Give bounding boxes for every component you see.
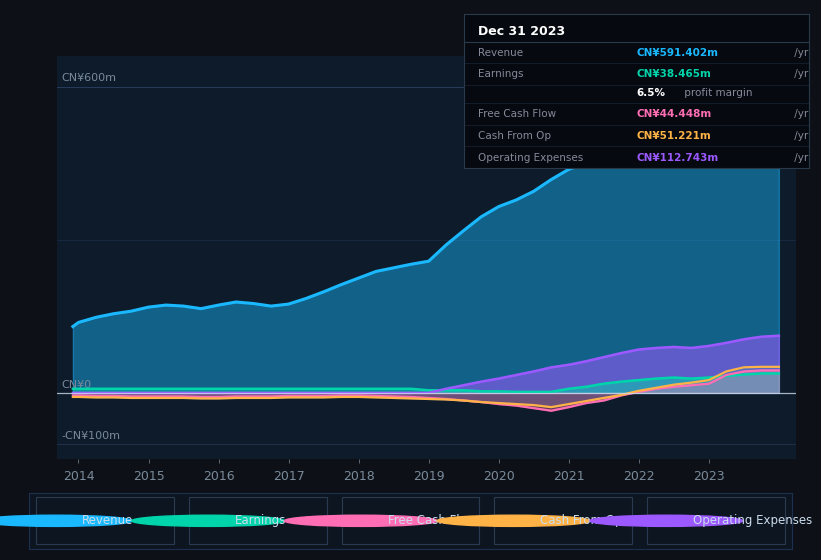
Text: CN¥38.465m: CN¥38.465m: [636, 69, 711, 80]
Text: /yr: /yr: [791, 110, 809, 119]
Text: /yr: /yr: [791, 131, 809, 141]
Text: CN¥591.402m: CN¥591.402m: [636, 48, 718, 58]
Text: /yr: /yr: [791, 153, 809, 162]
FancyBboxPatch shape: [342, 497, 479, 544]
Text: Earnings: Earnings: [478, 69, 523, 80]
Text: /yr: /yr: [791, 48, 809, 58]
FancyBboxPatch shape: [36, 497, 174, 544]
Circle shape: [0, 515, 132, 526]
Text: Cash From Op: Cash From Op: [540, 514, 623, 528]
Text: Operating Expenses: Operating Expenses: [693, 514, 812, 528]
Text: Operating Expenses: Operating Expenses: [478, 153, 583, 162]
Text: Revenue: Revenue: [478, 48, 523, 58]
Text: Free Cash Flow: Free Cash Flow: [478, 110, 556, 119]
FancyBboxPatch shape: [647, 497, 785, 544]
Text: 6.5%: 6.5%: [636, 88, 665, 98]
Circle shape: [132, 515, 285, 526]
Text: CN¥0: CN¥0: [62, 380, 91, 390]
Text: /yr: /yr: [791, 69, 809, 80]
Text: Cash From Op: Cash From Op: [478, 131, 551, 141]
Text: Free Cash Flow: Free Cash Flow: [388, 514, 476, 528]
Circle shape: [590, 515, 743, 526]
Text: Dec 31 2023: Dec 31 2023: [478, 25, 565, 38]
Text: CN¥51.221m: CN¥51.221m: [636, 131, 711, 141]
Text: CN¥44.448m: CN¥44.448m: [636, 110, 712, 119]
Text: Earnings: Earnings: [235, 514, 287, 528]
FancyBboxPatch shape: [189, 497, 327, 544]
Circle shape: [438, 515, 590, 526]
Text: Revenue: Revenue: [82, 514, 134, 528]
Circle shape: [285, 515, 438, 526]
FancyBboxPatch shape: [494, 497, 632, 544]
Text: CN¥112.743m: CN¥112.743m: [636, 153, 718, 162]
Text: profit margin: profit margin: [681, 88, 753, 98]
Text: -CN¥100m: -CN¥100m: [62, 431, 120, 441]
Text: CN¥600m: CN¥600m: [62, 73, 116, 82]
